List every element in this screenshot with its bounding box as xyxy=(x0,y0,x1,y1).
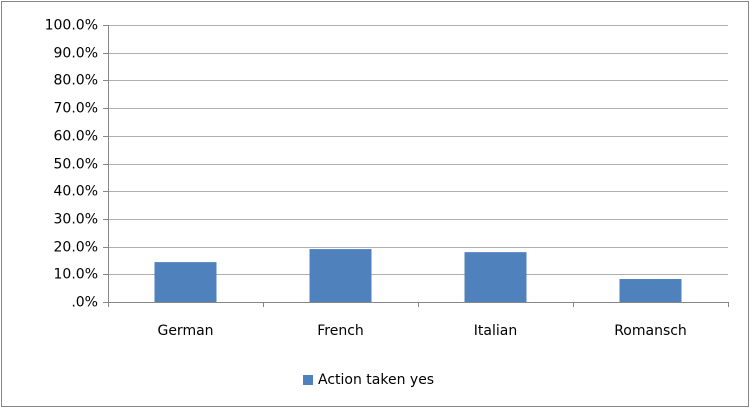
legend-label: Action taken yes xyxy=(318,372,434,388)
legend-swatch xyxy=(303,375,313,385)
y-tick-label: 50.0% xyxy=(54,157,98,173)
bar xyxy=(464,252,527,302)
y-tick-label: 90.0% xyxy=(54,46,98,62)
x-tick-label: Romansch xyxy=(614,323,687,339)
y-tick-label: 60.0% xyxy=(54,129,98,145)
y-tick-label: 20.0% xyxy=(54,240,98,256)
bar xyxy=(309,249,372,302)
y-tick-label: .0% xyxy=(71,295,98,311)
x-tick-label: French xyxy=(317,323,364,339)
y-tick-label: 30.0% xyxy=(54,212,98,228)
y-tick-label: 40.0% xyxy=(54,184,98,200)
y-tick-label: 70.0% xyxy=(54,101,98,117)
y-tick-label: 80.0% xyxy=(54,73,98,89)
x-tick-label: German xyxy=(157,323,213,339)
x-tick-label: Italian xyxy=(474,323,517,339)
y-tick-label: 100.0% xyxy=(45,18,98,34)
bar xyxy=(154,262,217,302)
y-tick-label: 10.0% xyxy=(54,267,98,283)
bar xyxy=(619,279,682,302)
